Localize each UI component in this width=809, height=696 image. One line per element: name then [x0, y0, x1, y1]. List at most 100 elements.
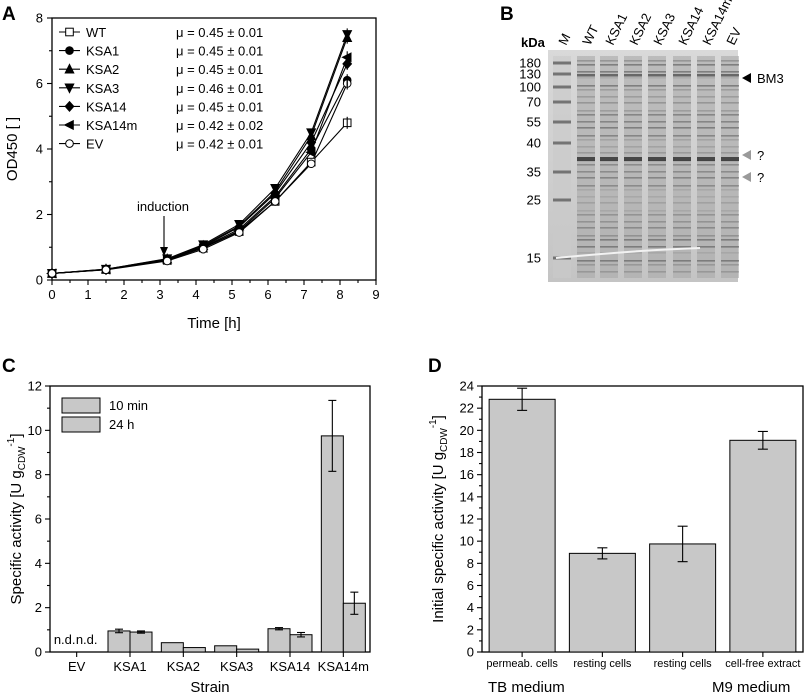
gel-band — [673, 114, 691, 116]
gel-band — [648, 260, 666, 262]
gel-band-strong — [600, 157, 618, 161]
c-x-tick-label-ksa14: KSA14 — [270, 659, 310, 674]
gel-band — [721, 60, 739, 62]
gel-band-bm3 — [600, 74, 618, 77]
gel-artifact — [555, 247, 701, 259]
gel-band — [624, 171, 642, 173]
c-bar-ksa2-10min — [160, 642, 184, 653]
c-bar-ksa1-24h — [129, 631, 153, 653]
gel-band — [673, 177, 691, 179]
gel-marker-label: 15 — [527, 251, 541, 266]
gel-lane — [697, 56, 715, 278]
gel-band — [624, 164, 642, 166]
gel-band — [624, 246, 642, 248]
d-y-tick-label: 20 — [460, 423, 474, 438]
gel-band — [697, 102, 715, 104]
a-legend-label-ksa14m: KSA14m — [86, 118, 137, 133]
gel-marker-band — [553, 72, 571, 76]
panel-a-y-axis-label: OD450 [ ] — [4, 117, 21, 181]
gel-band — [600, 271, 618, 273]
gel-band — [697, 114, 715, 116]
gel-band — [624, 221, 642, 223]
gel-band — [624, 189, 642, 191]
c-bar-ksa3-10min — [214, 645, 238, 653]
a-point-ev — [101, 265, 111, 275]
a-point-ev — [306, 159, 316, 169]
gel-band — [577, 227, 595, 229]
gel-band — [648, 235, 666, 237]
gel-band-strong — [721, 157, 739, 161]
panel-a-growth-chart: 0 1 2 3 4 5 6 7 8 9 0 2 4 6 8 WT μ = 0.45 ± 0.01 KSA1 μ =… — [4, 11, 380, 333]
gel-band — [721, 177, 739, 179]
gel-band — [577, 127, 595, 129]
gel-band-bm3 — [648, 74, 666, 77]
d-bar-1 — [568, 552, 636, 653]
induction-annotation: induction — [137, 199, 189, 214]
gel-band — [600, 139, 618, 141]
d-y-tick-label: 10 — [460, 534, 474, 549]
gel-band — [600, 110, 618, 112]
gel-lane — [624, 56, 642, 278]
gel-band — [697, 96, 715, 98]
gel-marker-label: 100 — [519, 80, 541, 95]
a-legend-label-ksa3: KSA3 — [86, 81, 119, 96]
gel-band — [624, 89, 642, 91]
gel-band — [577, 164, 595, 166]
d-y-tick-label: 0 — [467, 645, 474, 660]
c-x-tick-label-ksa3: KSA3 — [220, 659, 253, 674]
gel-band — [697, 202, 715, 204]
gel-band — [697, 196, 715, 198]
d-x-tick-label-1: resting cells — [573, 658, 632, 670]
gel-band — [624, 196, 642, 198]
gel-band — [673, 89, 691, 91]
induction-arrow-head — [160, 247, 168, 256]
gel-band — [673, 210, 691, 212]
gel-band — [673, 71, 691, 73]
gel-band — [600, 260, 618, 262]
gel-band — [648, 64, 666, 66]
gel-band — [721, 139, 739, 141]
gel-band — [600, 221, 618, 223]
gel-band — [624, 202, 642, 204]
gel-band — [624, 60, 642, 62]
c-not-detected-label: n.d. — [54, 632, 76, 647]
gel-band — [577, 246, 595, 248]
a-x-tick-label: 5 — [228, 287, 235, 302]
gel-band — [721, 135, 739, 137]
a-legend-marker-ksa1 — [65, 46, 74, 55]
gel-band — [721, 202, 739, 204]
gel-band — [697, 271, 715, 273]
gel-annotation-arrow-1 — [742, 150, 751, 160]
c-legend-label-0: 10 min — [109, 398, 148, 413]
gel-band — [648, 246, 666, 248]
gel-band — [697, 235, 715, 237]
gel-band — [697, 64, 715, 66]
group-label-m9-medium: M9 medium — [712, 679, 790, 696]
gel-band — [577, 202, 595, 204]
gel-band — [673, 135, 691, 137]
gel-band — [624, 121, 642, 123]
gel-band — [721, 146, 739, 148]
gel-band — [673, 221, 691, 223]
gel-band-bm3 — [697, 74, 715, 77]
gel-band — [697, 60, 715, 62]
gel-band — [600, 60, 618, 62]
gel-band — [697, 239, 715, 241]
a-point-ev — [47, 269, 57, 278]
gel-band — [673, 227, 691, 229]
gel-band — [648, 227, 666, 229]
gel-band — [624, 264, 642, 266]
gel-band — [673, 246, 691, 248]
c-y-tick-label: 6 — [35, 512, 42, 527]
gel-band — [697, 127, 715, 129]
gel-band — [624, 252, 642, 254]
gel-band — [624, 114, 642, 116]
gel-band — [673, 264, 691, 266]
a-x-tick-label: 0 — [48, 287, 55, 302]
a-legend-mu-ksa14m: μ = 0.42 ± 0.02 — [176, 118, 263, 133]
d-y-tick-label: 22 — [460, 401, 474, 416]
gel-lane — [577, 56, 595, 278]
gel-band — [673, 164, 691, 166]
gel-band — [648, 164, 666, 166]
